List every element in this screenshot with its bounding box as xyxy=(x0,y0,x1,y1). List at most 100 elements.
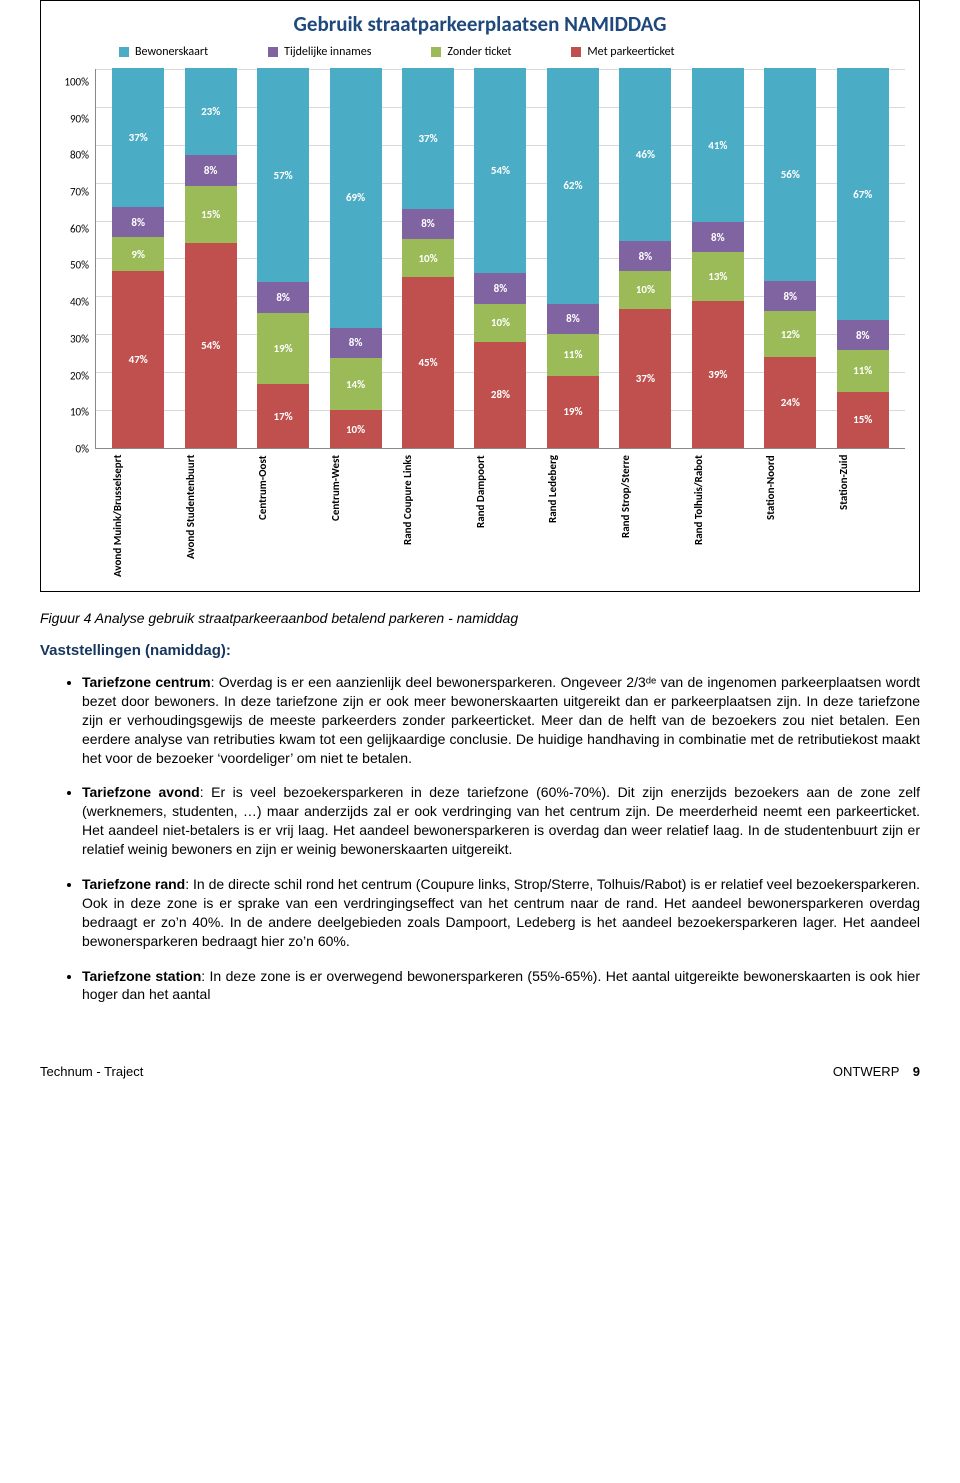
bar-segment: 8% xyxy=(112,207,164,237)
bar-segment: 46% xyxy=(619,68,671,241)
bar-segment: 11% xyxy=(837,350,889,391)
y-tick-label: 0% xyxy=(55,442,89,455)
legend-label: Zonder ticket xyxy=(447,45,511,59)
bullet-lead: Tariefzone rand xyxy=(82,876,185,892)
bar-segment: 8% xyxy=(474,273,526,303)
y-axis: 0%10%20%30%40%50%60%70%80%90%100% xyxy=(55,69,95,449)
legend-item: Met parkeerticket xyxy=(571,45,674,59)
bar: 17%19%8%57% xyxy=(257,68,309,448)
x-tick-label: Rand Coupure Links xyxy=(401,455,453,585)
page-number: 9 xyxy=(913,1064,920,1079)
bullet-lead: Tariefzone station xyxy=(82,968,201,984)
bullet-item: Tariefzone centrum: Overdag is er een aa… xyxy=(82,673,920,767)
bar: 28%10%8%54% xyxy=(474,68,526,448)
legend-swatch xyxy=(571,47,581,57)
bullet-item: Tariefzone station: In deze zone is er o… xyxy=(82,967,920,1005)
bar-segment: 14% xyxy=(330,358,382,411)
bar-segment: 37% xyxy=(112,68,164,207)
y-tick-label: 10% xyxy=(55,406,89,419)
bar-segment: 39% xyxy=(692,301,744,448)
y-tick-label: 100% xyxy=(55,76,89,89)
legend-item: Zonder ticket xyxy=(431,45,511,59)
legend-label: Met parkeerticket xyxy=(587,45,674,59)
x-tick-label: Avond Studentenbuurt xyxy=(184,455,236,585)
bar-segment: 8% xyxy=(257,282,309,312)
bullet-item: Tariefzone rand: In de directe schil ron… xyxy=(82,875,920,951)
bar: 24%12%8%56% xyxy=(764,68,816,448)
bar-segment: 10% xyxy=(402,239,454,277)
y-tick-label: 60% xyxy=(55,222,89,235)
bar-segment: 47% xyxy=(112,271,164,448)
legend-swatch xyxy=(268,47,278,57)
bar-segment: 62% xyxy=(547,68,599,304)
y-tick-label: 20% xyxy=(55,369,89,382)
bar-segment: 9% xyxy=(112,237,164,271)
chart-container: Gebruik straatparkeerplaatsen NAMIDDAG B… xyxy=(40,0,920,592)
y-tick-label: 70% xyxy=(55,186,89,199)
subheading: Vaststellingen (namiddag): xyxy=(40,642,920,659)
x-tick-label: Centrum-Oost xyxy=(256,455,308,585)
bar-segment: 15% xyxy=(837,392,889,448)
bar-segment: 23% xyxy=(185,68,237,155)
x-tick-label: Station-Zuid xyxy=(837,455,889,585)
bar: 45%10%8%37% xyxy=(402,68,454,448)
bar-segment: 17% xyxy=(257,384,309,448)
bar-segment: 19% xyxy=(257,313,309,384)
bullet-lead: Tariefzone centrum xyxy=(82,674,211,690)
bar-segment: 41% xyxy=(692,68,744,222)
figure-caption: Figuur 4 Analyse gebruik straatparkeeraa… xyxy=(40,610,920,626)
bar-segment: 56% xyxy=(764,68,816,281)
bar: 10%14%8%69% xyxy=(330,68,382,448)
legend-label: Bewonerskaart xyxy=(135,45,208,59)
bar-segment: 67% xyxy=(837,68,889,320)
bullet-item: Tariefzone avond: Er is veel bezoekerspa… xyxy=(82,783,920,859)
legend-swatch xyxy=(431,47,441,57)
bar-segment: 10% xyxy=(330,410,382,448)
bar-segment: 8% xyxy=(692,222,744,252)
bar-segment: 11% xyxy=(547,334,599,376)
bar-segment: 24% xyxy=(764,357,816,448)
footer-left: Technum - Traject xyxy=(40,1064,143,1079)
x-axis-labels: Avond Muink/Brusselseprt Avond Studentenb… xyxy=(95,449,905,585)
bar: 39%13%8%41% xyxy=(692,68,744,448)
footer-label: ONTWERP xyxy=(833,1064,899,1079)
x-tick-label: Rand Tolhuis/Rabot xyxy=(692,455,744,585)
bar-segment: 54% xyxy=(474,68,526,273)
x-tick-label: Avond Muink/Brusselseprt xyxy=(111,455,163,585)
y-tick-label: 80% xyxy=(55,149,89,162)
bar-segment: 28% xyxy=(474,342,526,448)
y-tick-label: 30% xyxy=(55,332,89,345)
legend-swatch xyxy=(119,47,129,57)
bar-segment: 8% xyxy=(330,328,382,358)
x-tick-label: Station-Noord xyxy=(764,455,816,585)
plot: 47%9%8%37%54%15%8%23%17%19%8%57%10%14%8%… xyxy=(95,69,905,449)
bullet-list: Tariefzone centrum: Overdag is er een aa… xyxy=(40,673,920,1004)
y-tick-label: 90% xyxy=(55,112,89,125)
plot-area: 0%10%20%30%40%50%60%70%80%90%100% 47%9%8… xyxy=(55,69,905,449)
bar-segment: 15% xyxy=(185,186,237,243)
bar-segment: 8% xyxy=(837,320,889,350)
bar-segment: 57% xyxy=(257,68,309,282)
bar-segment: 37% xyxy=(402,68,454,209)
bar-segment: 8% xyxy=(619,241,671,271)
bar-segment: 8% xyxy=(547,304,599,334)
bar: 54%15%8%23% xyxy=(185,68,237,448)
legend-label: Tijdelijke innames xyxy=(284,45,371,59)
bar-segment: 19% xyxy=(547,376,599,448)
bar-segment: 37% xyxy=(619,309,671,448)
footer-right: ONTWERP 9 xyxy=(833,1064,920,1079)
bar-segment: 13% xyxy=(692,252,744,301)
y-tick-label: 40% xyxy=(55,296,89,309)
x-tick-label: Rand Dampoort xyxy=(474,455,526,585)
chart-title: Gebruik straatparkeerplaatsen NAMIDDAG xyxy=(55,11,905,37)
bar-segment: 54% xyxy=(185,243,237,448)
legend-item: Bewonerskaart xyxy=(119,45,208,59)
chart-legend: Bewonerskaart Tijdelijke innames Zonder ti… xyxy=(119,45,905,59)
bar-segment: 10% xyxy=(474,304,526,342)
x-tick-label: Rand Strop/Sterre xyxy=(619,455,671,585)
bar-segment: 8% xyxy=(185,155,237,185)
bar-segment: 45% xyxy=(402,277,454,448)
bar-segment: 10% xyxy=(619,271,671,309)
bar-segment: 69% xyxy=(330,68,382,328)
page-footer: Technum - Traject ONTWERP 9 xyxy=(40,1064,920,1079)
